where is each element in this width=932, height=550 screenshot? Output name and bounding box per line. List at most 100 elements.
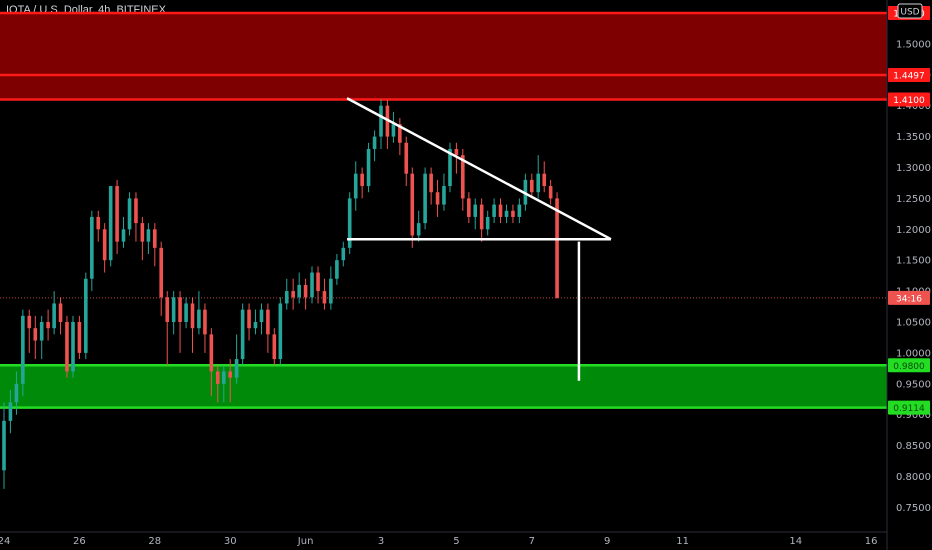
candle [372,136,377,149]
candle [410,173,415,236]
countdown-price-tag-bg [888,290,930,305]
candle [536,173,541,193]
candle [247,309,251,329]
candle [33,328,38,341]
candle [511,210,515,217]
resistance-price-tag-bg [888,67,930,82]
candle [329,278,333,304]
candle [171,297,176,322]
time-tick-label: 14 [789,536,802,547]
candle [240,309,245,360]
support-price-tag-bg [888,400,930,415]
candle [341,247,346,261]
resistance-zone [0,13,887,100]
price-tick-label: 1.2000 [896,225,931,236]
candle [228,371,232,378]
resistance-price-tag-bg [888,92,930,107]
candle [517,204,522,217]
candle [473,204,478,217]
candle [448,148,452,187]
countdown-price-tag: 34:16 [896,294,922,304]
price-tick-label: 0.9500 [896,379,931,390]
candle [215,371,220,384]
resistance-price-tag: 1.4497 [893,71,925,81]
candle [27,315,32,329]
candle [391,124,396,137]
candle [90,216,94,279]
candle [530,179,534,193]
candle [140,223,145,242]
price-tick-label: 0.7500 [896,503,931,514]
time-tick-label: 11 [676,536,689,547]
candle [542,173,547,187]
time-tick-label: 28 [148,536,161,547]
candle [555,198,559,298]
candle [190,303,195,329]
price-tick-label: 0.9000 [896,410,931,421]
price-tick-label: 0.8000 [896,472,931,483]
candle [96,216,101,230]
candle [77,322,82,353]
candle [46,322,50,329]
candle [159,247,164,298]
candle [84,278,88,353]
candle [146,229,151,242]
candle [548,186,553,199]
resistance-price-tag: 1.4100 [893,96,925,106]
candle [398,124,402,143]
price-tick-label: 1.4000 [896,101,931,112]
candle [278,303,283,360]
candle [366,148,371,187]
candle [322,291,327,304]
candle [498,204,503,217]
price-tick-label: 1.1500 [896,256,931,267]
candle [272,334,277,360]
candle [504,210,509,217]
price-tick-label: 1.3000 [896,163,931,174]
support-price-tag: 0.9114 [893,404,925,414]
time-tick-label: 9 [604,536,610,547]
candle [379,105,383,137]
time-tick-label: Jun [297,536,314,547]
candle [102,229,107,261]
candle [134,198,138,224]
candle [485,216,490,230]
price-tick-label: 1.5000 [896,39,931,50]
currency-label: USD [900,8,919,18]
candle [21,315,25,384]
support-price-tag-bg [888,358,930,373]
candle [253,322,258,329]
time-tick-label: 7 [529,536,535,547]
candle [360,173,364,187]
candle [115,186,119,242]
candle [284,291,289,304]
candle [492,204,496,217]
candle [178,297,182,322]
candle [454,148,459,156]
candle [39,322,44,341]
candle [423,173,427,224]
price-tick-label: 1.3500 [896,132,931,143]
time-tick-label: 5 [453,536,459,547]
candle [127,198,132,230]
triangle-upper-trendline[interactable] [346,97,612,241]
time-tick-label: 24 [0,536,10,547]
candle [310,272,314,298]
candle [404,142,409,174]
candle [153,229,157,248]
candle [429,173,433,193]
candle [467,198,471,217]
candle [435,192,440,205]
candle [461,155,465,199]
candle [184,303,188,322]
price-tick-label: 1.2500 [896,194,931,205]
support-zone [0,365,887,408]
currency-badge[interactable] [897,3,923,19]
candle [165,297,170,322]
candle [266,309,270,335]
candle [221,371,226,384]
time-tick-label: 16 [865,536,878,547]
candle [316,272,320,292]
candle [297,284,301,298]
